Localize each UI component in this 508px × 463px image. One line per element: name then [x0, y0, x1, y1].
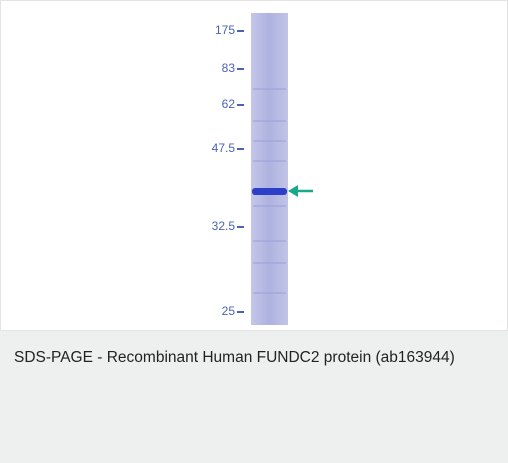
figure: 175 83 62 47.5 32.5 25 SDS-PAGE - Recombinant…: [0, 0, 508, 463]
protein-band: [252, 188, 287, 195]
arrow: [288, 185, 313, 197]
marker-label: 25: [222, 304, 236, 318]
gel-image: 175 83 62 47.5 32.5 25: [1, 1, 507, 330]
gel-lane: [251, 13, 288, 325]
marker-label: 47.5: [212, 141, 236, 155]
marker-label: 62: [222, 97, 236, 111]
marker-label: 175: [215, 23, 235, 37]
gel-panel: 175 83 62 47.5 32.5 25: [0, 0, 508, 331]
marker-label: 32.5: [212, 219, 236, 233]
marker-label: 83: [222, 61, 236, 75]
caption-box: SDS-PAGE - Recombinant Human FUNDC2 prot…: [0, 331, 508, 463]
caption: SDS-PAGE - Recombinant Human FUNDC2 prot…: [14, 339, 484, 376]
